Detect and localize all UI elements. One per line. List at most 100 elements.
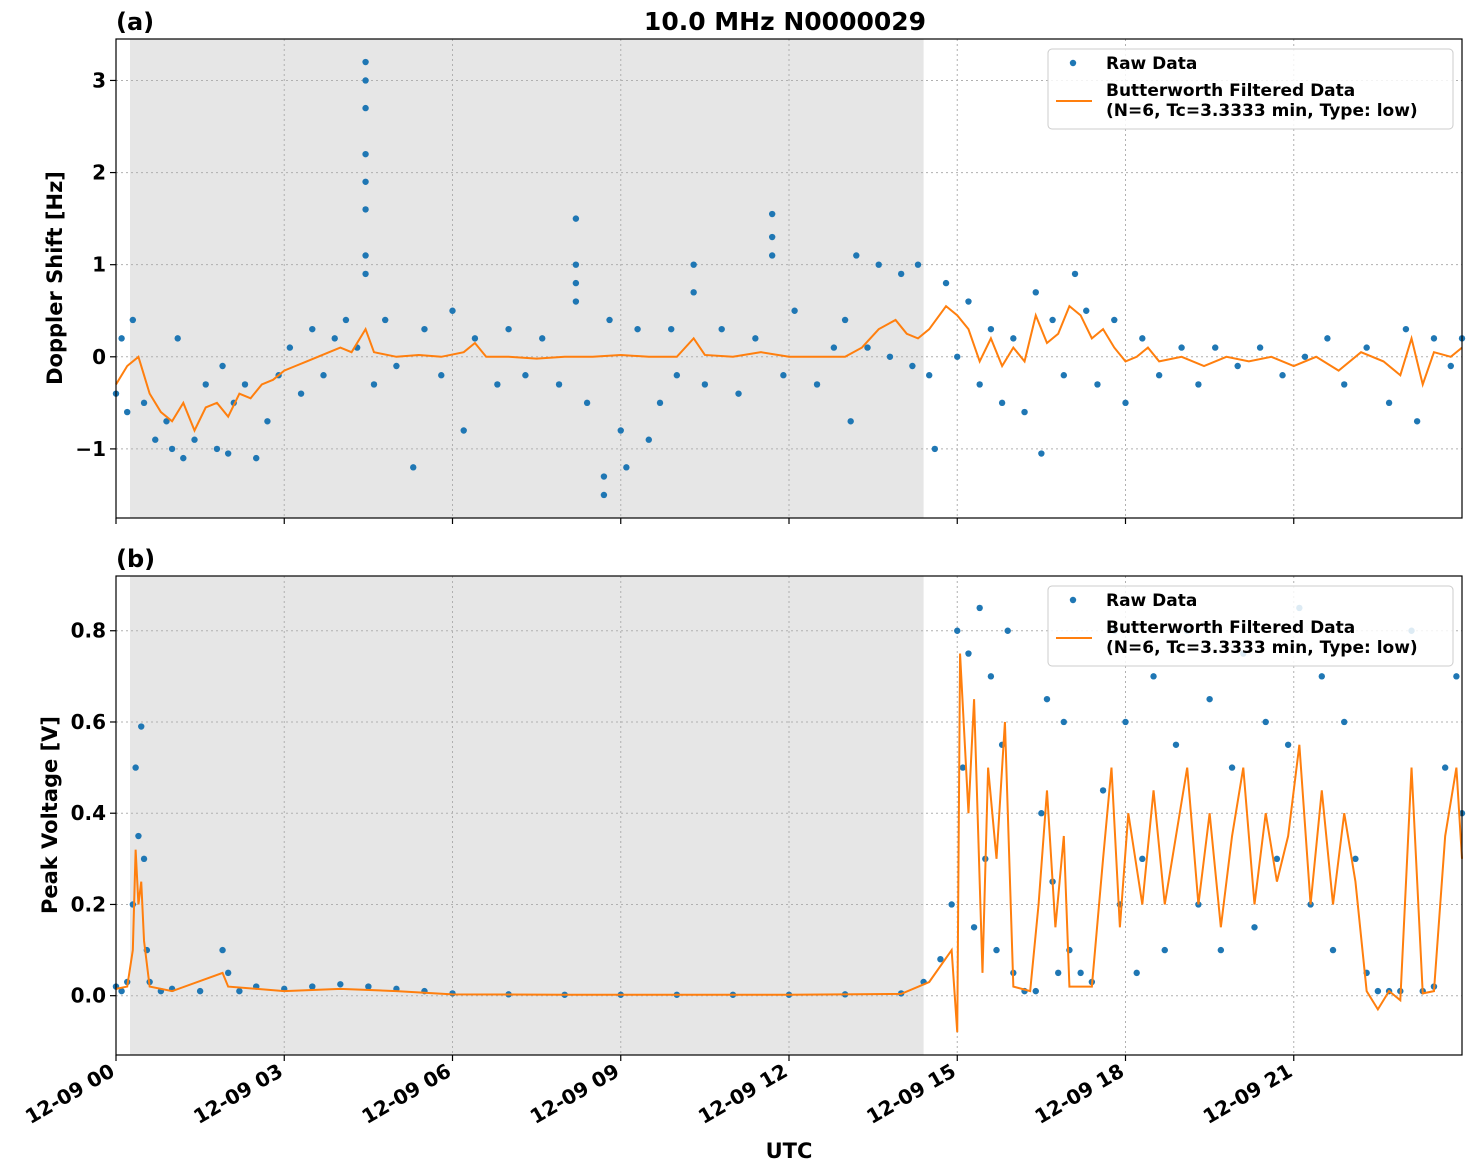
raw-data-point [124,408,131,416]
raw-data-point [219,362,226,370]
raw-data-point [1150,673,1157,680]
raw-data-point [1010,335,1017,342]
raw-data-point [853,252,860,259]
raw-data-point [132,764,139,771]
raw-data-point [914,261,922,268]
y-tick-label: 0.4 [71,801,106,825]
y-tick-label: 0.6 [71,710,106,734]
raw-data-point [617,427,624,434]
raw-data-point [965,298,972,305]
raw-data-point [494,381,501,388]
raw-data-point [735,390,742,397]
raw-data-point [606,316,613,324]
raw-data-point [1234,362,1241,370]
raw-data-point [1374,987,1382,995]
raw-data-point [191,436,198,443]
panel-b-plot-area: 0.0 0.2 0.4 0.6 0.8 [71,575,1466,1061]
raw-data-point [1071,270,1079,278]
x-tick-label: 12-09 18 [1030,1059,1128,1129]
raw-data-point [140,399,148,407]
raw-data-point [1043,695,1051,703]
raw-data-point [1262,718,1269,726]
legend-raw-label: Raw Data [1106,591,1197,611]
raw-data-point [505,325,512,333]
raw-data-point [140,855,148,863]
raw-data-point [174,335,181,342]
x-tick-label: 12-09 09 [526,1059,624,1129]
filtered-data-line [115,304,1463,433]
raw-data-point [768,252,776,259]
raw-data-point [309,325,316,333]
raw-data-point [264,418,271,425]
raw-data-point [213,445,221,453]
raw-data-point [1038,450,1045,457]
panel-b-legend: Raw Data Butterworth Filtered Data(N=6, T… [1047,585,1454,667]
legend-filtered-label: Butterworth Filtered Data [1106,618,1355,638]
raw-data-point [1206,695,1213,703]
raw-data-point [1055,969,1062,977]
legend-raw-marker [1069,596,1077,604]
raw-data-point [236,987,243,995]
raw-data-point [1279,372,1286,379]
raw-data-point [690,289,697,296]
raw-data-point [224,450,232,457]
raw-data-point [830,344,838,351]
raw-data-point [1083,307,1090,314]
raw-data-point [931,445,939,453]
raw-data-point [438,372,445,379]
raw-data-point [196,987,204,995]
raw-data-point [1413,418,1421,425]
raw-data-point [1122,718,1129,726]
raw-data-point [718,325,725,333]
raw-data-point [410,464,417,471]
raw-data-point [297,390,305,397]
panel-b-label: (b) [116,545,155,573]
raw-data-point [791,307,798,314]
raw-data-point [987,673,995,680]
raw-data-point [768,233,776,241]
raw-data-point [460,427,467,434]
x-tick-label: 12-09 03 [189,1059,287,1129]
raw-data-point [909,362,916,370]
raw-data-point [998,399,1006,407]
legend-raw-label: Raw Data [1106,54,1197,74]
raw-data-point [362,270,369,278]
raw-data-point [129,316,137,324]
raw-data-point [752,335,759,342]
raw-data-point [1032,289,1039,296]
raw-data-point [1021,408,1028,416]
raw-data-point [1161,946,1168,954]
y-tick-label: 0.8 [71,619,106,643]
raw-data-point [847,418,854,425]
raw-data-point [180,454,187,462]
raw-data-point [668,325,675,333]
raw-data-point [1324,335,1331,342]
panel-a-label: (a) [116,8,154,36]
raw-data-point [362,104,369,112]
raw-data-point [875,261,882,268]
raw-data-point [219,946,226,954]
raw-data-point [522,372,529,379]
legend-filtered-label: (N=6, Tc=3.3333 min, Type: low) [1106,638,1418,658]
legend-filtered-label: (N=6, Tc=3.3333 min, Type: low) [1106,101,1418,121]
raw-data-point [1318,673,1325,680]
raw-data-point [1251,924,1258,931]
raw-data-point [780,372,787,379]
raw-data-point [623,464,630,471]
x-tick-label: 12-09 21 [1199,1059,1297,1129]
raw-data-point [1060,718,1068,726]
raw-data-point [970,924,978,931]
raw-data-point [1329,946,1337,954]
raw-data-point [1341,381,1348,388]
raw-data-point [768,210,776,218]
x-axis-label: UTC [766,1139,813,1163]
raw-data-point [1178,344,1185,351]
raw-data-point [841,316,849,324]
raw-data-point [152,436,159,443]
raw-data-point [1099,787,1107,794]
raw-data-point [337,981,344,988]
raw-data-point [572,261,580,268]
raw-data-point [942,279,950,287]
raw-data-point [813,381,821,388]
legend-box [1047,48,1454,130]
